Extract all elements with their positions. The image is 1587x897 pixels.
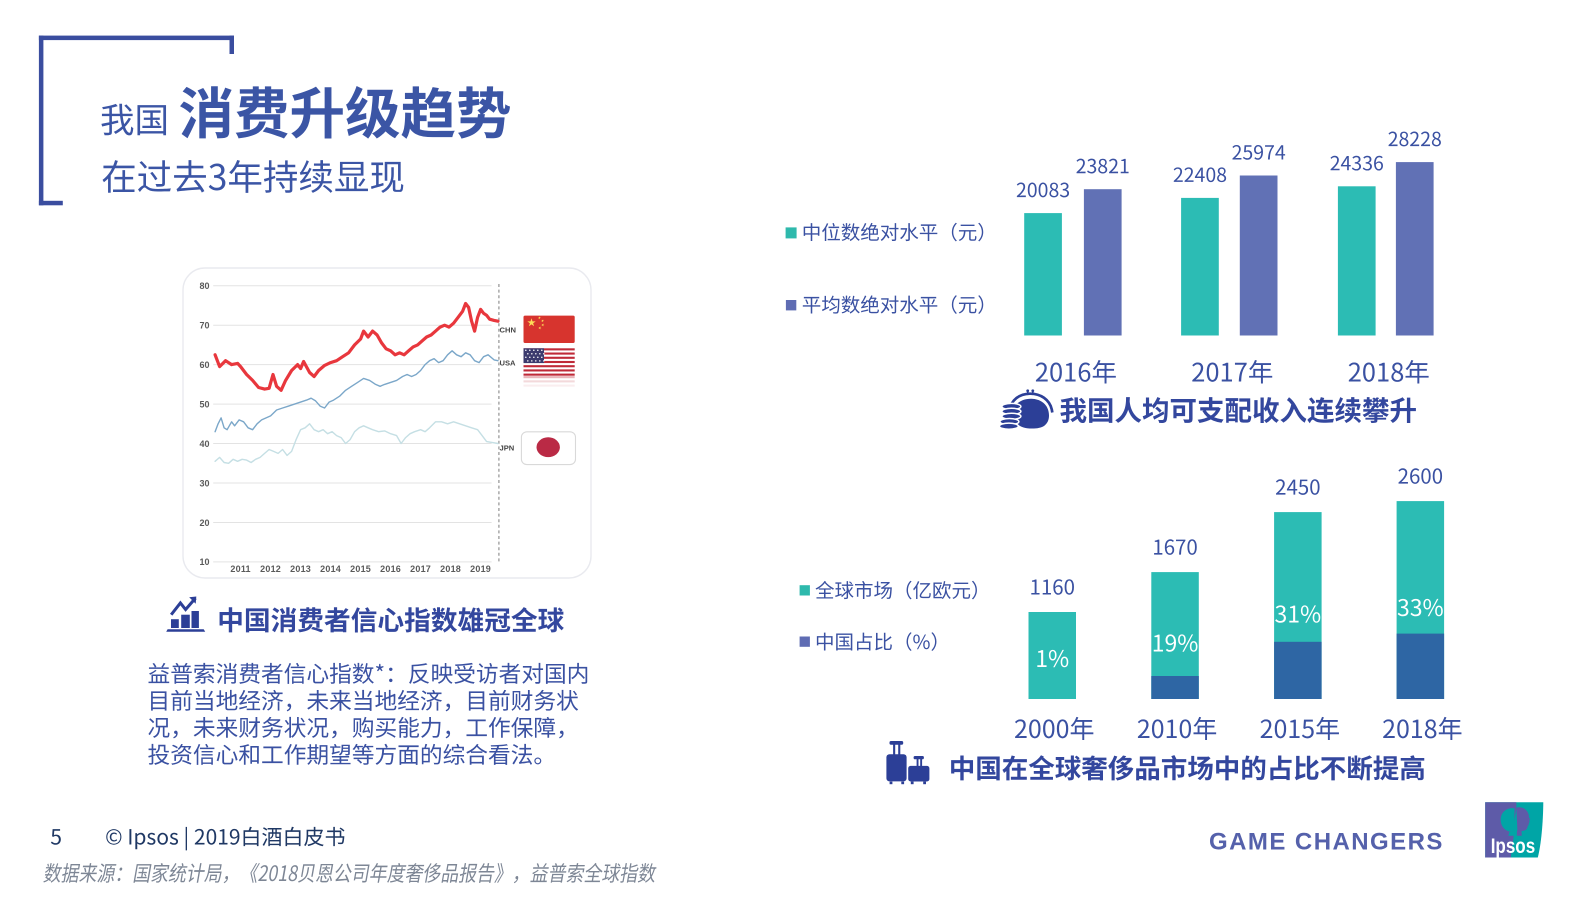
- svg-text:CHN: CHN: [500, 326, 516, 335]
- svg-text:2013: 2013: [290, 564, 311, 574]
- svg-text:50: 50: [199, 399, 209, 409]
- svg-text:2015: 2015: [350, 564, 371, 574]
- svg-text:10: 10: [199, 557, 209, 567]
- svg-text:2016: 2016: [380, 564, 401, 574]
- svg-text:60: 60: [199, 360, 209, 370]
- svg-text:40: 40: [199, 439, 209, 449]
- svg-text:70: 70: [199, 321, 209, 331]
- svg-text:20: 20: [199, 518, 209, 528]
- svg-text:GAME CHANGERS: GAME CHANGERS: [1209, 829, 1444, 856]
- svg-text:Ipsos: Ipsos: [1491, 834, 1536, 858]
- svg-text:2014: 2014: [320, 564, 341, 574]
- svg-text:2012: 2012: [260, 564, 281, 574]
- svg-text:JPN: JPN: [500, 444, 515, 453]
- svg-text:2019: 2019: [470, 564, 491, 574]
- svg-text:2018: 2018: [440, 564, 461, 574]
- svg-text:2017: 2017: [410, 564, 431, 574]
- svg-text:USA: USA: [500, 359, 517, 368]
- svg-text:2011: 2011: [230, 564, 250, 574]
- svg-text:80: 80: [199, 281, 209, 291]
- svg-text:30: 30: [199, 478, 209, 488]
